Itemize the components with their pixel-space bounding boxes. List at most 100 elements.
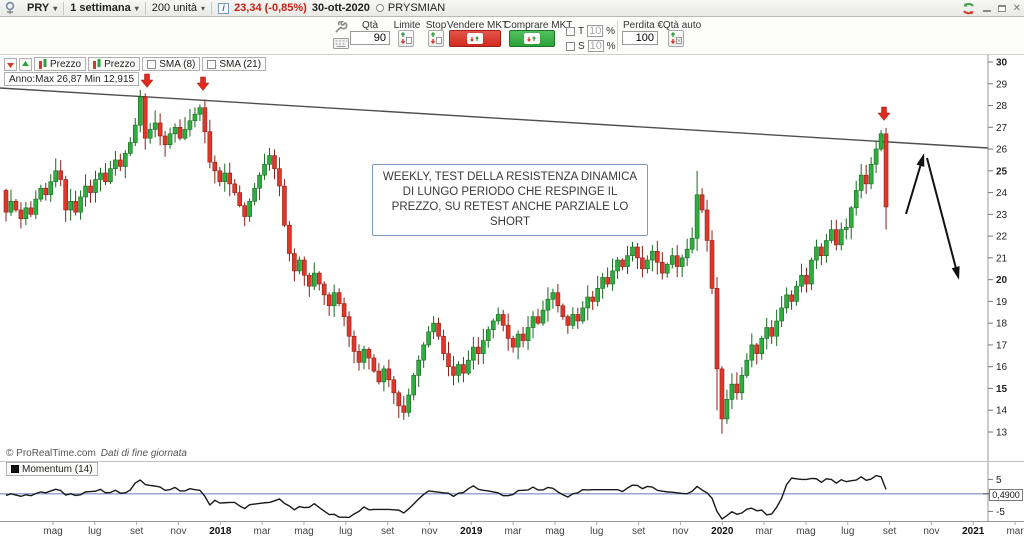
- svg-text:mar: mar: [755, 526, 773, 537]
- green-arrow-icon: [22, 60, 29, 66]
- svg-text:20: 20: [996, 275, 1008, 286]
- svg-text:set: set: [130, 526, 144, 537]
- svg-text:mar: mar: [505, 526, 523, 537]
- svg-text:17: 17: [996, 340, 1008, 351]
- limit-order-button[interactable]: [398, 30, 414, 47]
- svg-text:21: 21: [996, 253, 1008, 264]
- svg-text:mag: mag: [294, 526, 313, 537]
- instrument-name: PRYSMIAN: [387, 2, 446, 14]
- red-arrow-icon: [7, 62, 14, 68]
- svg-text:29: 29: [996, 79, 1008, 90]
- svg-text:23: 23: [996, 210, 1008, 221]
- stop-label: Stop: [425, 20, 447, 31]
- svg-text:30: 30: [996, 58, 1008, 69]
- percent-label: %: [606, 40, 616, 52]
- close-button[interactable]: ✕: [1012, 2, 1021, 14]
- stop-order-button[interactable]: [428, 30, 444, 47]
- sma8-checkbox[interactable]: [147, 59, 157, 69]
- candlestick-icon: [39, 59, 47, 69]
- svg-text:nov: nov: [170, 526, 186, 537]
- loss-input[interactable]: [622, 31, 658, 45]
- stop-loss-checkbox[interactable]: [566, 41, 575, 51]
- info-icon[interactable]: i: [218, 2, 230, 14]
- limit-label: Limite: [393, 20, 421, 31]
- last-price-change: 23,34 (-0,85%): [234, 2, 307, 14]
- svg-text:set: set: [883, 526, 897, 537]
- settings-wrench-icon[interactable]: [334, 19, 348, 34]
- auto-qty-button[interactable]: [668, 30, 684, 47]
- legend-sma21[interactable]: SMA (21): [202, 57, 267, 71]
- svg-text:mag: mag: [43, 526, 62, 537]
- svg-text:26: 26: [996, 145, 1008, 156]
- units-dropdown[interactable]: 200 unità ▾: [151, 2, 206, 14]
- sma21-checkbox[interactable]: [207, 59, 217, 69]
- separator: [144, 1, 146, 15]
- take-profit-input[interactable]: [587, 25, 604, 37]
- chevron-down-icon: ▾: [53, 3, 58, 13]
- auto-qty-label: Qtà auto: [662, 20, 702, 31]
- chevron-down-icon: ▾: [201, 3, 206, 13]
- svg-text:2020: 2020: [711, 526, 734, 537]
- separator: [63, 1, 65, 15]
- window-titlebar: PRY ▾ 1 settimana ▾ 200 unità ▾ i 23,34 (-0…: [0, 0, 1024, 17]
- legend-price-1[interactable]: Prezzo: [34, 57, 87, 71]
- momentum-value-box: 0,4900: [989, 489, 1023, 501]
- legend-sma8[interactable]: SMA (8): [142, 57, 201, 71]
- svg-text:nov: nov: [672, 526, 688, 537]
- svg-text:nov: nov: [923, 526, 939, 537]
- legend-price-2[interactable]: Prezzo: [88, 57, 141, 71]
- qty-input[interactable]: [350, 31, 390, 45]
- stop-loss-label: S: [578, 40, 585, 52]
- legend-arrow-green-button[interactable]: [19, 57, 32, 71]
- svg-text:19: 19: [996, 297, 1008, 308]
- svg-text:15: 15: [996, 384, 1008, 395]
- separator: [211, 1, 213, 15]
- svg-text:24: 24: [996, 188, 1008, 199]
- percent-label: %: [606, 25, 616, 37]
- take-profit-checkbox[interactable]: [566, 26, 575, 36]
- svg-text:mar: mar: [1006, 526, 1024, 537]
- svg-text:mar: mar: [254, 526, 272, 537]
- svg-text:5: 5: [996, 475, 1002, 486]
- momentum-legend[interactable]: Momentum (14): [6, 462, 98, 476]
- refresh-icon[interactable]: [961, 2, 976, 16]
- order-ticket-icon: [467, 33, 483, 44]
- limit-order-icon: [400, 32, 412, 45]
- buy-mkt-button[interactable]: [509, 30, 555, 47]
- sell-mkt-button[interactable]: [449, 30, 501, 47]
- svg-text:nov: nov: [421, 526, 437, 537]
- auto-qty-icon: [670, 32, 682, 45]
- svg-text:28: 28: [996, 101, 1008, 112]
- order-toolbar: Qtà Limite Stop Vendere MKT Comprare MKT: [0, 17, 1024, 55]
- loss-label: Perdita €: [622, 20, 664, 31]
- instrument-radio[interactable]: [375, 4, 384, 12]
- svg-text:mag: mag: [796, 526, 815, 537]
- momentum-color-icon: [11, 465, 19, 473]
- svg-text:2019: 2019: [460, 526, 483, 537]
- separator: [617, 21, 618, 51]
- annotation-text-box[interactable]: WEEKLY, TEST DELLA RESISTENZA DINAMICA D…: [372, 164, 648, 236]
- symbol-dropdown[interactable]: PRY ▾: [27, 2, 58, 14]
- instrument-window-icon: [5, 1, 15, 14]
- year-maxmin-label: Anno:Max 26,87 Min 12,915: [4, 72, 140, 86]
- stop-order-icon: [430, 32, 442, 45]
- timeframe-dropdown[interactable]: 1 settimana ▾: [70, 2, 139, 14]
- svg-text:set: set: [632, 526, 646, 537]
- svg-text:2018: 2018: [209, 526, 232, 537]
- legend-arrow-red-button[interactable]: [4, 57, 17, 71]
- svg-text:2021: 2021: [962, 526, 985, 537]
- take-profit-label: T: [578, 25, 585, 37]
- minimize-button[interactable]: [982, 5, 991, 12]
- chevron-down-icon: ▾: [134, 3, 139, 13]
- stop-loss-input[interactable]: [587, 40, 604, 52]
- sell-mkt-label: Vendere MKT: [447, 20, 509, 31]
- keyboard-icon[interactable]: [333, 38, 349, 49]
- svg-text:27: 27: [996, 123, 1008, 134]
- svg-text:14: 14: [996, 406, 1008, 417]
- restore-button[interactable]: [997, 5, 1006, 12]
- qty-label: Qtà: [361, 20, 379, 31]
- svg-text:-5: -5: [996, 507, 1005, 518]
- buy-mkt-label: Comprare MKT: [504, 20, 573, 31]
